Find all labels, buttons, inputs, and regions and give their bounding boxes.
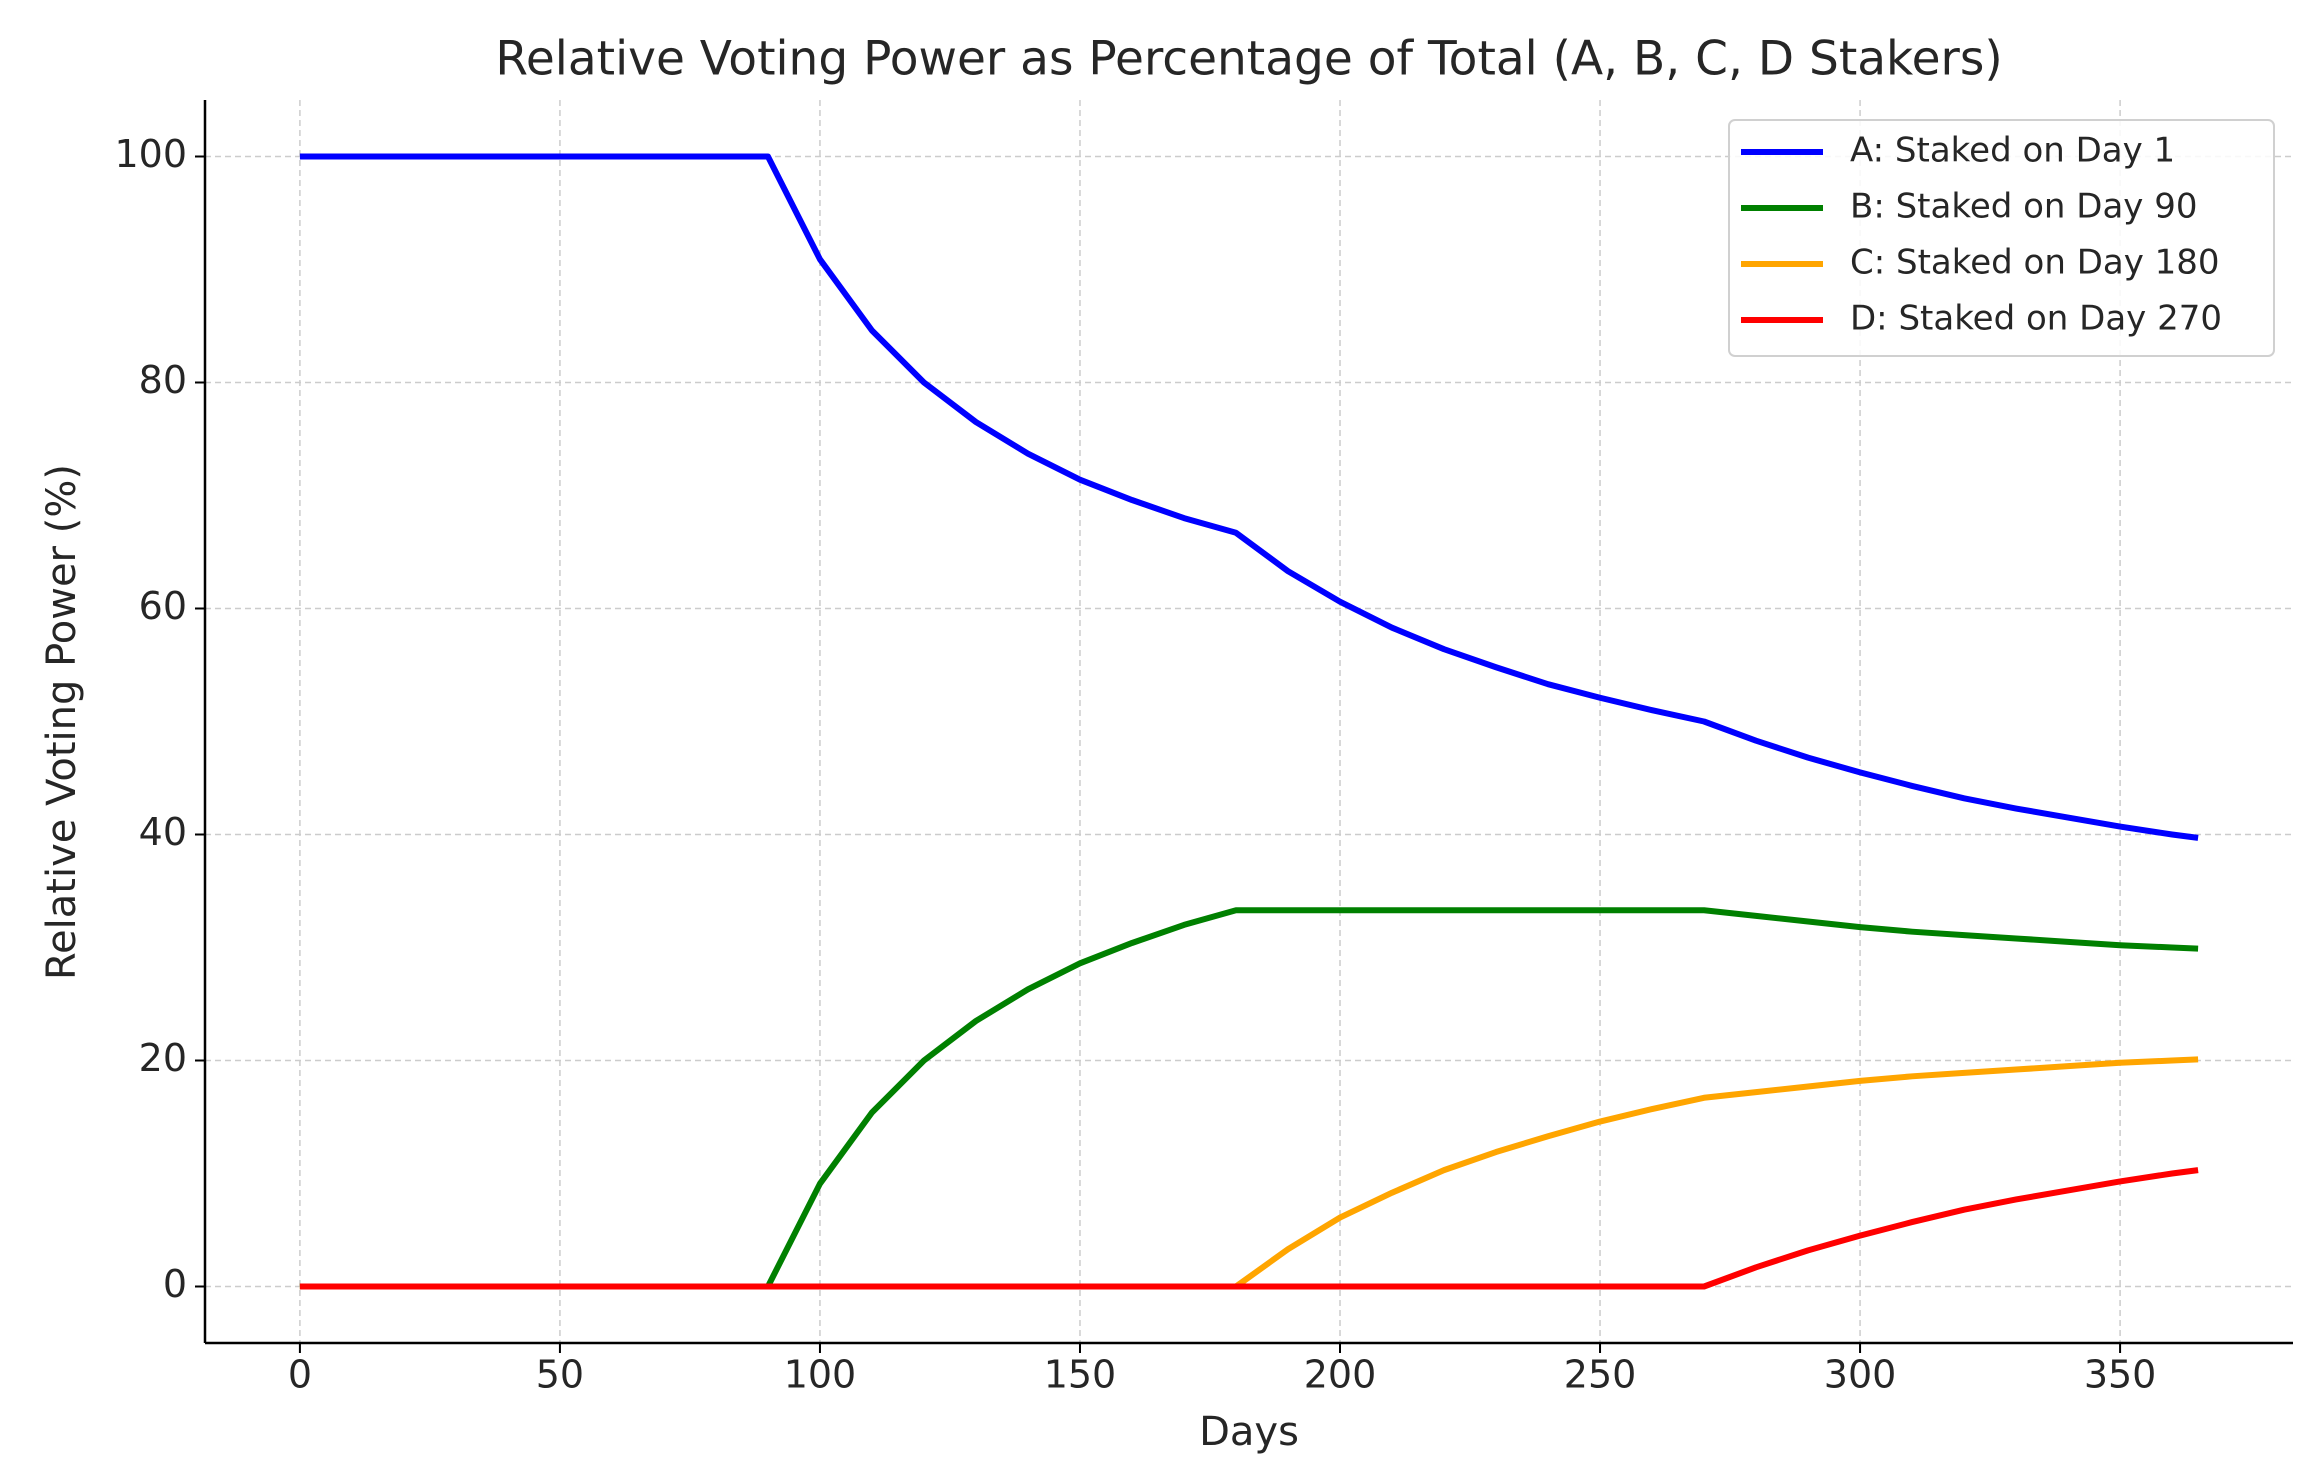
x-tick-label: 100 <box>784 1353 857 1397</box>
x-tick-label: 0 <box>288 1353 312 1397</box>
y-tick-label: 20 <box>139 1036 187 1080</box>
x-tick-label: 200 <box>1304 1353 1377 1397</box>
legend-label: B: Staked on Day 90 <box>1850 187 2198 227</box>
x-tick-label: 150 <box>1044 1353 1117 1397</box>
y-tick-label: 100 <box>114 132 187 176</box>
x-tick-label: 350 <box>2084 1353 2157 1397</box>
x-tick-label: 50 <box>536 1353 584 1397</box>
y-tick-label: 80 <box>139 358 187 402</box>
legend: A: Staked on Day 1 B: Staked on Day 90 C: … <box>1728 119 2275 357</box>
legend-label: A: Staked on Day 1 <box>1850 131 2175 171</box>
y-tick-label: 40 <box>139 810 187 854</box>
legend-box <box>1728 119 2275 357</box>
y-axis-label: Relative Voting Power (%) <box>39 464 85 980</box>
y-tick-label: 60 <box>139 584 187 628</box>
series-line <box>299 1167 2199 1290</box>
chart-title: Relative Voting Power as Percentage of T… <box>495 32 2002 87</box>
x-axis-label: Days <box>1199 1409 1299 1455</box>
x-tick-label: 250 <box>1564 1353 1637 1397</box>
x-tick-label: 300 <box>1824 1353 1897 1397</box>
y-tick-label: 0 <box>163 1262 187 1306</box>
series-line <box>299 153 2199 841</box>
legend-label: C: Staked on Day 180 <box>1850 243 2220 283</box>
legend-label: D: Staked on Day 270 <box>1850 299 2222 339</box>
